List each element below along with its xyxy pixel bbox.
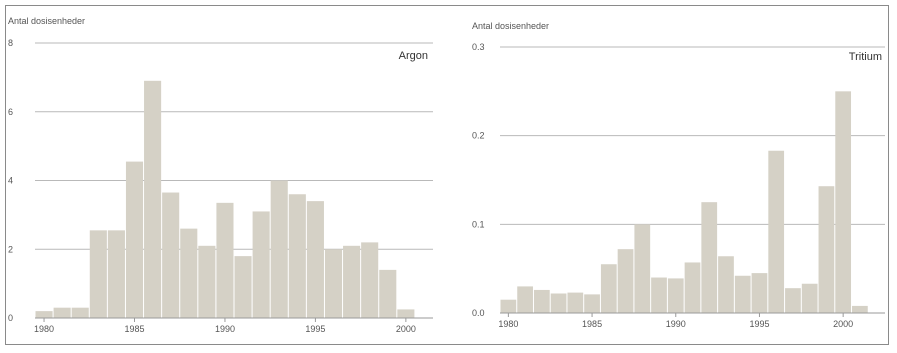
bar [852,305,868,313]
bar [71,307,89,318]
x-tick-label: 1990 [215,324,235,334]
bar [718,256,734,313]
bar [306,201,324,318]
bar [343,245,361,318]
bar [684,262,701,313]
y-axis-label: Antal dosisenheder [8,16,85,26]
panel-title: Argon [399,50,428,62]
bar [288,194,306,318]
x-tick-label: 1985 [124,324,144,334]
bar [701,202,718,313]
bar [180,228,198,318]
bar [125,161,144,318]
bar [600,264,617,313]
bar [835,91,852,313]
bar [234,256,252,318]
bar [734,275,751,313]
bar [500,299,517,313]
x-tick-label: 1980 [34,324,54,334]
y-tick-label: 4 [8,176,13,186]
bar [361,242,379,318]
bar [198,245,216,318]
y-tick-label: 0.3 [472,42,485,52]
bar [533,289,550,313]
y-tick-label: 8 [8,38,13,48]
bar [324,249,343,318]
bar [397,309,415,318]
y-tick-label: 2 [8,244,13,254]
bar [216,202,234,318]
bar [89,230,107,318]
y-tick-label: 0.1 [472,219,485,229]
bar [567,292,584,313]
y-tick-label: 0.2 [472,131,485,141]
bar [667,278,684,313]
x-tick-label: 1980 [498,319,518,329]
x-tick-label: 1995 [749,319,769,329]
bar [144,80,162,318]
bar [651,277,667,313]
bar [768,150,785,313]
tritium-panel: Antal dosisenheder 0.0 0.1 0.2 0.3 1980 1985 19… [472,21,885,329]
y-tick-label: 0.0 [472,308,485,318]
bar [550,293,567,313]
y-tick-label: 6 [8,107,13,117]
bar [252,211,270,318]
bar [270,180,288,318]
bar [617,249,634,313]
bar [162,192,180,318]
y-axis-label: Antal dosisenheder [472,21,549,31]
bar [584,294,600,313]
panel-title: Tritium [849,51,882,63]
bar [818,186,835,313]
x-tick-label: 2000 [396,324,416,334]
bar [107,230,125,318]
bar [379,269,397,318]
bar [517,286,533,313]
argon-panel: Antal dosisenheder 0 2 4 6 8 1980 1985 1990 1995 2… [8,16,433,334]
x-tick-label: 1985 [582,319,602,329]
bar [751,273,768,313]
bar [801,283,818,313]
x-tick-label: 1995 [305,324,325,334]
bar [785,288,801,313]
x-tick-label: 2000 [833,319,853,329]
y-tick-label: 0 [8,313,13,323]
x-tick-label: 1990 [666,319,686,329]
bar [634,224,651,313]
bar [35,311,53,318]
bar [53,307,71,318]
